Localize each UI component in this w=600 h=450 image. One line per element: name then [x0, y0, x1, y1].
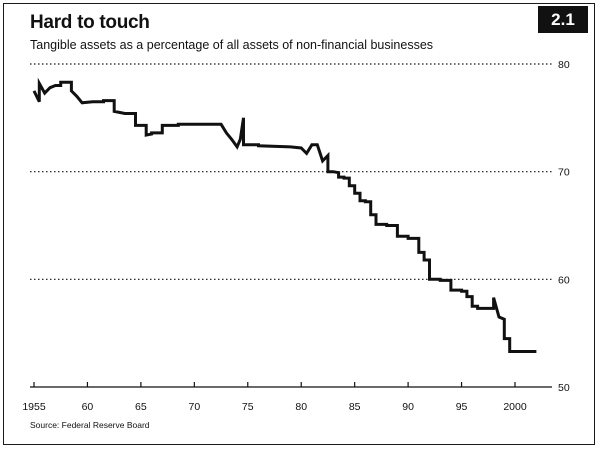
y-tick-label-60: 60	[558, 274, 570, 286]
x-tick-label-1960: 60	[82, 401, 94, 413]
chart-frame	[3, 3, 595, 445]
x-tick-label-1995: 95	[456, 401, 468, 413]
chart-title: Hard to touch	[30, 12, 150, 33]
source-note: Source: Federal Reserve Board	[30, 420, 150, 430]
x-tick-label-1965: 65	[135, 401, 147, 413]
x-axis	[30, 382, 552, 388]
x-tick-label-1985: 85	[349, 401, 361, 413]
y-tick-label-80: 80	[558, 59, 570, 71]
x-axis-tick-labels: 1955 60 65 70 75 80 85 90 95 2000	[22, 401, 527, 413]
chart-subtitle: Tangible assets as a percentage of all a…	[30, 38, 434, 52]
y-axis-tick-labels: 50 60 70 80	[558, 59, 570, 394]
series-group	[32, 77, 537, 353]
gridlines	[30, 63, 552, 280]
y-tick-label-70: 70	[558, 167, 570, 179]
x-tick-label-1975: 75	[242, 401, 254, 413]
figure-number-badge: 2.1	[538, 6, 588, 33]
series-line-0	[32, 77, 537, 353]
x-tick-label-1980: 80	[295, 401, 307, 413]
x-tick-label-1990: 90	[402, 401, 414, 413]
y-tick-label-50: 50	[558, 382, 570, 394]
x-tick-label-2000: 2000	[503, 401, 527, 413]
x-tick-label-1955: 1955	[22, 401, 46, 413]
x-tick-label-1970: 70	[188, 401, 200, 413]
